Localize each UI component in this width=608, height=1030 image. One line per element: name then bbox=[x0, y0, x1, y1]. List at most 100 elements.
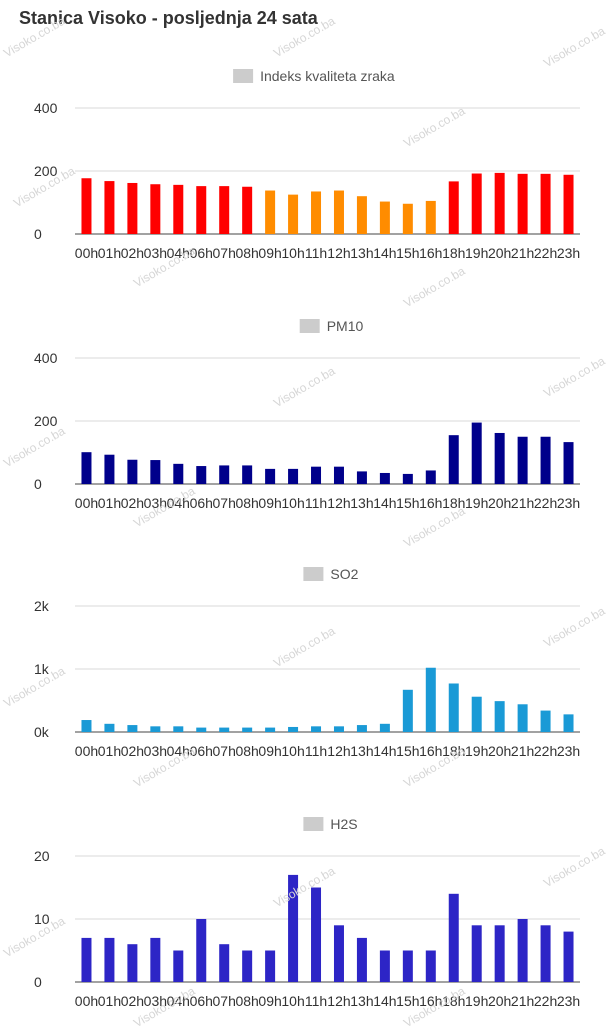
bar-09h[interactable] bbox=[265, 727, 276, 732]
bar-21h[interactable] bbox=[517, 704, 528, 732]
legend-label[interactable]: PM10 bbox=[327, 318, 364, 334]
bar-16h[interactable] bbox=[425, 950, 436, 983]
bar-20h[interactable] bbox=[494, 432, 505, 484]
bar-08h[interactable] bbox=[242, 186, 253, 234]
bar-02h[interactable] bbox=[127, 725, 138, 732]
legend-swatch[interactable] bbox=[303, 567, 324, 581]
bar-08h[interactable] bbox=[242, 950, 253, 983]
bar-23h[interactable] bbox=[563, 442, 574, 484]
bar-11h[interactable] bbox=[311, 726, 322, 732]
bar-06h[interactable] bbox=[196, 727, 207, 732]
bar-14h[interactable] bbox=[379, 472, 390, 484]
bar-11h[interactable] bbox=[311, 191, 322, 234]
bar-18h[interactable] bbox=[448, 683, 459, 732]
bar-08h[interactable] bbox=[242, 727, 253, 732]
bar-12h[interactable] bbox=[333, 466, 344, 484]
bar-07h[interactable] bbox=[219, 465, 230, 484]
bar-01h[interactable] bbox=[104, 181, 115, 234]
bar-02h[interactable] bbox=[127, 459, 138, 484]
bar-21h[interactable] bbox=[517, 919, 528, 982]
bar-22h[interactable] bbox=[540, 436, 551, 484]
bar-06h[interactable] bbox=[196, 186, 207, 234]
bar-16h[interactable] bbox=[425, 200, 436, 234]
bar-01h[interactable] bbox=[104, 723, 115, 732]
bar-06h[interactable] bbox=[196, 466, 207, 484]
bar-01h[interactable] bbox=[104, 937, 115, 982]
x-tick-label: 04h bbox=[167, 993, 190, 1009]
bar-21h[interactable] bbox=[517, 173, 528, 234]
legend-label[interactable]: H2S bbox=[330, 816, 357, 832]
bar-04h[interactable] bbox=[173, 726, 184, 732]
bar-19h[interactable] bbox=[471, 173, 482, 234]
bar-18h[interactable] bbox=[448, 893, 459, 982]
bar-03h[interactable] bbox=[150, 184, 161, 234]
bar-14h[interactable] bbox=[379, 201, 390, 234]
legend-swatch[interactable] bbox=[303, 817, 324, 831]
bar-12h[interactable] bbox=[333, 726, 344, 732]
legend-label[interactable]: Indeks kvaliteta zraka bbox=[260, 68, 395, 84]
bar-13h[interactable] bbox=[356, 725, 367, 732]
bar-22h[interactable] bbox=[540, 710, 551, 732]
bar-23h[interactable] bbox=[563, 931, 574, 982]
bar-00h[interactable] bbox=[81, 937, 92, 982]
bar-22h[interactable] bbox=[540, 173, 551, 234]
bar-18h[interactable] bbox=[448, 181, 459, 234]
bar-03h[interactable] bbox=[150, 937, 161, 982]
bar-12h[interactable] bbox=[333, 925, 344, 982]
bar-03h[interactable] bbox=[150, 460, 161, 484]
bar-01h[interactable] bbox=[104, 454, 115, 484]
bar-09h[interactable] bbox=[265, 468, 276, 484]
bar-13h[interactable] bbox=[356, 937, 367, 982]
bar-22h[interactable] bbox=[540, 925, 551, 982]
bar-09h[interactable] bbox=[265, 190, 276, 234]
x-tick-label: 08h bbox=[235, 495, 258, 511]
bar-23h[interactable] bbox=[563, 174, 574, 234]
bar-14h[interactable] bbox=[379, 723, 390, 732]
bar-04h[interactable] bbox=[173, 184, 184, 234]
bar-12h[interactable] bbox=[333, 190, 344, 234]
bar-13h[interactable] bbox=[356, 196, 367, 234]
bar-15h[interactable] bbox=[402, 950, 413, 983]
bar-16h[interactable] bbox=[425, 470, 436, 484]
bar-03h[interactable] bbox=[150, 726, 161, 732]
bar-16h[interactable] bbox=[425, 667, 436, 732]
legend-label[interactable]: SO2 bbox=[330, 566, 358, 582]
bar-07h[interactable] bbox=[219, 944, 230, 982]
bar-04h[interactable] bbox=[173, 463, 184, 484]
bar-09h[interactable] bbox=[265, 950, 276, 983]
bar-15h[interactable] bbox=[402, 203, 413, 234]
bar-00h[interactable] bbox=[81, 720, 92, 732]
x-tick-label: 19h bbox=[465, 495, 488, 511]
bar-15h[interactable] bbox=[402, 689, 413, 732]
bar-21h[interactable] bbox=[517, 436, 528, 484]
bar-02h[interactable] bbox=[127, 944, 138, 982]
bar-20h[interactable] bbox=[494, 925, 505, 982]
bar-02h[interactable] bbox=[127, 182, 138, 234]
bar-07h[interactable] bbox=[219, 186, 230, 234]
bar-10h[interactable] bbox=[288, 194, 299, 234]
legend-swatch[interactable] bbox=[233, 69, 254, 83]
bar-11h[interactable] bbox=[311, 887, 322, 983]
legend-swatch[interactable] bbox=[299, 319, 320, 333]
bar-08h[interactable] bbox=[242, 465, 253, 484]
bar-00h[interactable] bbox=[81, 178, 92, 234]
bar-10h[interactable] bbox=[288, 874, 299, 982]
bar-15h[interactable] bbox=[402, 473, 413, 484]
bar-23h[interactable] bbox=[563, 714, 574, 732]
bar-13h[interactable] bbox=[356, 471, 367, 484]
bar-14h[interactable] bbox=[379, 950, 390, 983]
bar-10h[interactable] bbox=[288, 468, 299, 484]
bar-18h[interactable] bbox=[448, 435, 459, 484]
bar-19h[interactable] bbox=[471, 422, 482, 484]
bar-19h[interactable] bbox=[471, 925, 482, 982]
bar-06h[interactable] bbox=[196, 919, 207, 982]
bar-20h[interactable] bbox=[494, 701, 505, 732]
bar-00h[interactable] bbox=[81, 452, 92, 484]
bar-07h[interactable] bbox=[219, 727, 230, 732]
bar-10h[interactable] bbox=[288, 726, 299, 732]
x-tick-label: 13h bbox=[350, 495, 373, 511]
bar-19h[interactable] bbox=[471, 696, 482, 732]
bar-04h[interactable] bbox=[173, 950, 184, 983]
bar-11h[interactable] bbox=[311, 466, 322, 484]
bar-20h[interactable] bbox=[494, 172, 505, 234]
